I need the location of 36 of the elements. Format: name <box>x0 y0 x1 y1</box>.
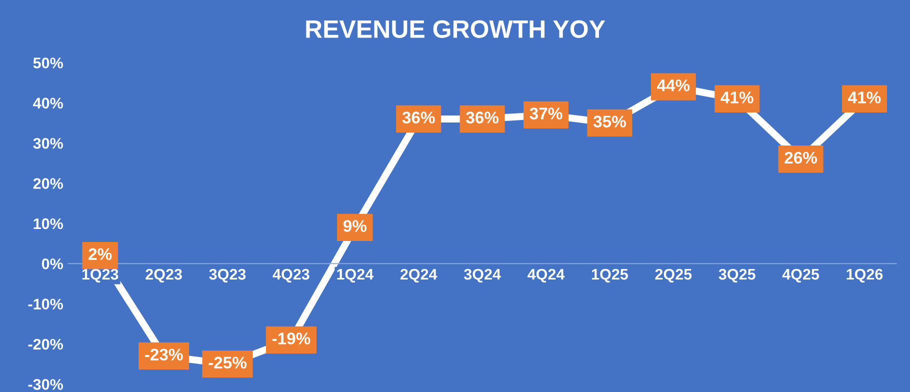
data-label: 36% <box>466 112 499 124</box>
x-tick-label: 1Q24 <box>337 268 374 283</box>
x-tick-label: 2Q23 <box>146 268 182 283</box>
data-label: -25% <box>208 356 247 369</box>
data-label: 36% <box>402 112 435 124</box>
data-label: 35% <box>593 116 626 128</box>
x-tick-label: 1Q25 <box>592 268 628 283</box>
data-label: 41% <box>720 92 754 104</box>
x-tick-label: 4Q25 <box>782 268 820 283</box>
y-tick-label: -10% <box>28 298 63 310</box>
y-tick-label: 10% <box>34 218 63 230</box>
x-tick-label: 2Q24 <box>400 268 438 283</box>
y-tick-label: 30% <box>33 138 63 149</box>
y-tick-label: 40% <box>33 98 63 109</box>
y-tick-label: -20% <box>28 338 63 350</box>
data-label: 37% <box>530 108 562 120</box>
y-tick-label: 50% <box>33 58 63 68</box>
data-label: -23% <box>145 348 183 361</box>
y-tick-label: -30% <box>28 379 63 390</box>
y-tick-label: 20% <box>33 178 63 189</box>
x-tick-label: 3Q24 <box>464 268 501 283</box>
x-tick-label: 3Q25 <box>718 268 756 283</box>
x-tick-label: 4Q23 <box>272 268 310 283</box>
data-label: 2% <box>88 248 112 260</box>
data-label: 44% <box>656 80 690 92</box>
y-tick-label: 0% <box>42 258 63 270</box>
x-tick-label: 3Q23 <box>209 268 246 283</box>
chart-title: REVENUE GROWTH YOY <box>306 20 606 38</box>
data-label: 41% <box>848 92 881 104</box>
data-label: 9% <box>343 220 367 232</box>
x-tick-label: 2Q25 <box>655 268 692 283</box>
x-tick-label: 1Q23 <box>82 268 118 283</box>
x-tick-label: 4Q24 <box>528 268 565 283</box>
x-tick-label: 1Q26 <box>846 268 883 283</box>
data-label: -19% <box>272 332 310 344</box>
data-label: 26% <box>784 152 818 164</box>
